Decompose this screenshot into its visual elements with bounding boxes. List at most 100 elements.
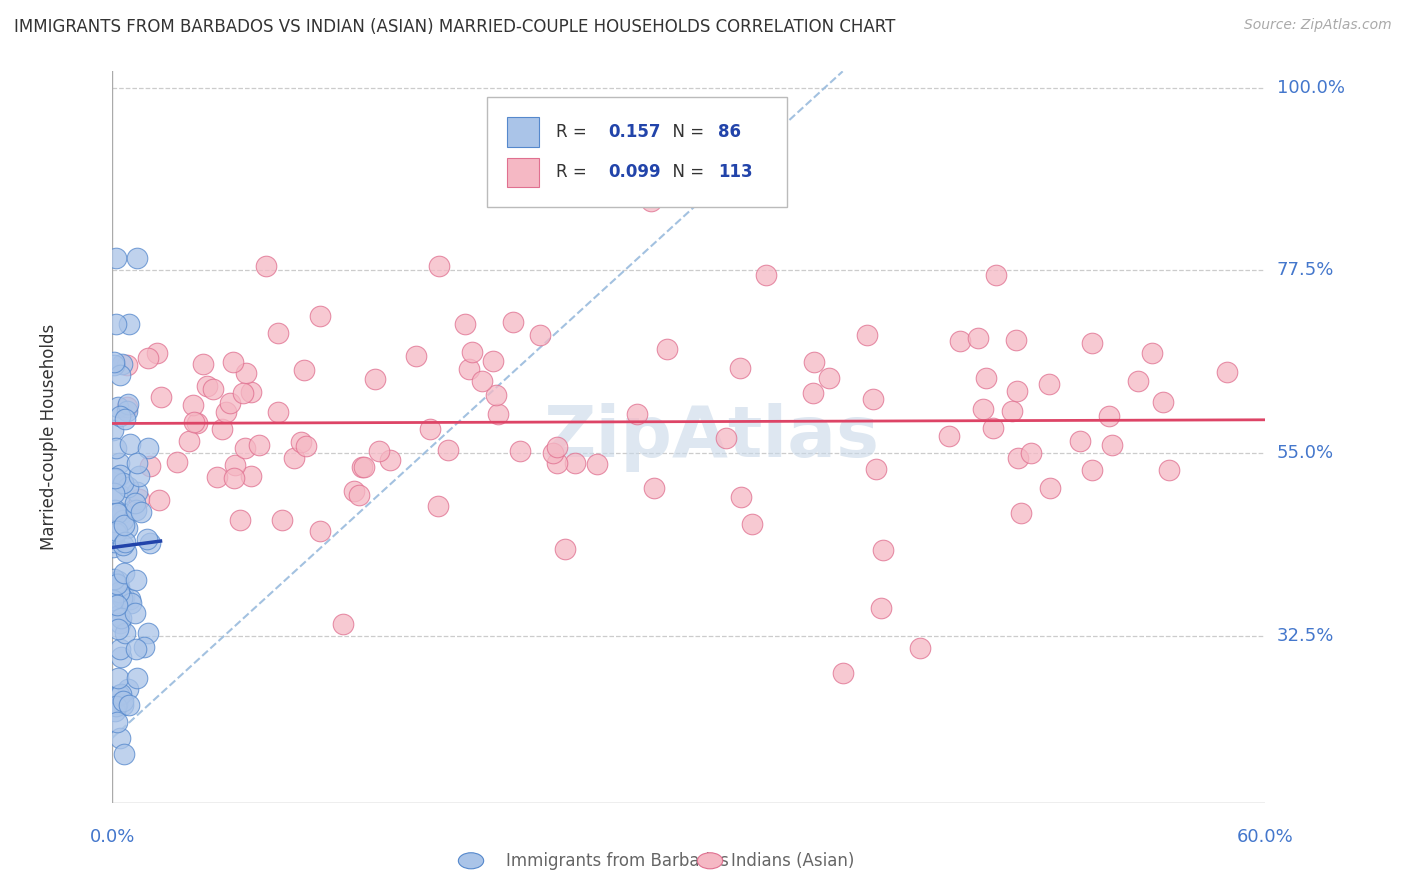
Point bbox=[135, 532, 157, 546]
Point bbox=[870, 600, 893, 615]
Point bbox=[117, 480, 139, 494]
Point bbox=[150, 390, 173, 404]
Text: 100.0%: 100.0% bbox=[1277, 78, 1344, 96]
Point bbox=[205, 469, 228, 483]
Point bbox=[104, 472, 127, 486]
Point bbox=[111, 591, 134, 606]
Point bbox=[191, 357, 214, 371]
Point bbox=[127, 252, 149, 266]
Point bbox=[111, 698, 134, 713]
Point bbox=[974, 371, 997, 385]
Point bbox=[107, 574, 129, 588]
Point bbox=[101, 540, 124, 554]
Text: 55.0%: 55.0% bbox=[1277, 444, 1334, 462]
Text: R =: R = bbox=[557, 123, 598, 141]
Point bbox=[1126, 374, 1149, 388]
Point bbox=[108, 456, 131, 470]
Point bbox=[831, 665, 853, 680]
Point bbox=[112, 591, 135, 605]
Point bbox=[105, 252, 128, 266]
Point bbox=[112, 517, 135, 532]
Point bbox=[655, 342, 678, 356]
Point bbox=[1039, 481, 1062, 495]
Point bbox=[471, 374, 494, 388]
Point bbox=[972, 401, 994, 416]
Point bbox=[1038, 377, 1060, 392]
Point bbox=[865, 462, 887, 476]
Point bbox=[224, 458, 246, 472]
Point bbox=[105, 524, 128, 538]
Point bbox=[529, 328, 551, 343]
Point bbox=[112, 476, 135, 491]
Point bbox=[1101, 438, 1123, 452]
Point bbox=[112, 747, 135, 761]
Point bbox=[214, 405, 236, 419]
FancyBboxPatch shape bbox=[506, 158, 538, 187]
Point bbox=[115, 545, 138, 559]
Point bbox=[1007, 451, 1029, 466]
Point bbox=[114, 412, 136, 426]
Text: Source: ZipAtlas.com: Source: ZipAtlas.com bbox=[1244, 18, 1392, 32]
Point bbox=[290, 435, 312, 450]
Point bbox=[107, 580, 129, 594]
Point bbox=[103, 535, 125, 549]
Point bbox=[124, 607, 146, 621]
Point bbox=[125, 502, 148, 516]
Point bbox=[105, 318, 128, 332]
Point bbox=[108, 607, 131, 622]
Point bbox=[132, 640, 155, 654]
Point bbox=[105, 576, 128, 591]
Point bbox=[103, 503, 125, 517]
Text: 32.5%: 32.5% bbox=[1277, 627, 1334, 645]
Point bbox=[181, 398, 204, 412]
Point bbox=[112, 566, 135, 580]
Point bbox=[117, 400, 139, 414]
Point bbox=[110, 357, 132, 371]
Point bbox=[730, 490, 752, 504]
Point bbox=[949, 334, 972, 348]
Point bbox=[105, 697, 128, 711]
Point bbox=[309, 524, 332, 538]
Point bbox=[105, 506, 128, 520]
Point bbox=[103, 358, 125, 372]
Point bbox=[267, 326, 290, 340]
Text: 0.099: 0.099 bbox=[609, 163, 661, 181]
Point bbox=[148, 493, 170, 508]
Point bbox=[110, 488, 132, 502]
Point bbox=[111, 538, 134, 552]
Point bbox=[117, 397, 139, 411]
Point bbox=[437, 442, 460, 457]
Point bbox=[295, 439, 318, 453]
Point bbox=[104, 471, 127, 485]
Point bbox=[108, 468, 131, 483]
Point bbox=[136, 442, 159, 456]
Point bbox=[108, 689, 131, 703]
Point bbox=[486, 407, 509, 421]
Point bbox=[108, 616, 131, 631]
Point bbox=[350, 460, 373, 475]
Point bbox=[626, 407, 648, 421]
Point bbox=[114, 535, 136, 549]
Point bbox=[247, 438, 270, 452]
Point bbox=[1001, 404, 1024, 418]
Point bbox=[461, 344, 484, 359]
Point bbox=[111, 513, 134, 527]
Point bbox=[347, 488, 370, 502]
Point bbox=[640, 194, 662, 209]
Point bbox=[855, 327, 877, 342]
Point bbox=[110, 611, 132, 625]
Point bbox=[240, 384, 263, 399]
Point bbox=[186, 416, 208, 430]
Point bbox=[405, 349, 427, 363]
Point bbox=[554, 541, 576, 556]
Point bbox=[108, 585, 131, 599]
Point bbox=[457, 361, 479, 376]
Point bbox=[294, 363, 316, 377]
Point bbox=[118, 317, 141, 331]
Text: 60.0%: 60.0% bbox=[1237, 828, 1294, 846]
Point bbox=[124, 496, 146, 510]
Point bbox=[228, 513, 250, 527]
Point bbox=[353, 460, 375, 475]
Point bbox=[117, 682, 139, 697]
Point bbox=[271, 513, 294, 527]
